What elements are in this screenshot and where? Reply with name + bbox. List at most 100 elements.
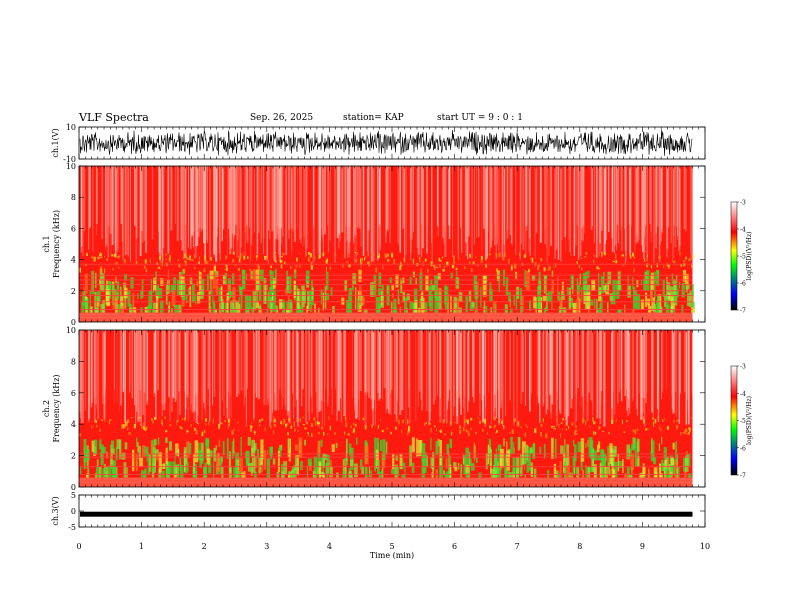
ch2-spectrogram-fringe (465, 429, 468, 433)
ch1-spectrogram-band (235, 300, 239, 313)
ch1-spectrogram-band (533, 296, 537, 309)
ch2-spectrogram-streak (645, 330, 647, 403)
ch1-spectrogram-band (598, 287, 602, 302)
ch2-spectrogram-fringe (511, 429, 514, 434)
ch2-spectrogram-streak (119, 330, 120, 412)
ch1-spectrogram-band (669, 297, 671, 313)
ch1-spectrogram-fringe (99, 253, 102, 257)
ch1-spectrogram-streak (327, 166, 329, 225)
ch2-spectrogram-streak (377, 330, 380, 393)
ch1-spectrogram-streak (448, 166, 451, 226)
ch2-spectrogram-streak (388, 330, 390, 414)
ch1-spectrogram-fringe (118, 266, 120, 269)
ch2-spectrogram-band (283, 461, 288, 475)
ch1-spectrogram-band (666, 276, 668, 300)
ch1-spectrogram-streak (580, 166, 583, 228)
ch1-spectrogram-fringe (243, 255, 246, 259)
ch2-spectrogram-streak (482, 330, 484, 423)
ch1-spectrogram-streak (604, 166, 605, 227)
ch1-spectrogram-band (165, 283, 168, 305)
ch1-spectrogram-streak (636, 166, 639, 243)
ch2-spectrogram-streak (104, 330, 106, 420)
ch1-spectrogram-band (370, 282, 374, 297)
ch2-spectrogram-band (631, 467, 633, 478)
ch1-spectrogram-band (521, 294, 524, 312)
ch2-spectrogram-streak (524, 330, 526, 406)
ch2-spectrogram-streak (472, 330, 475, 397)
ch2-spectrogram-band (587, 466, 591, 478)
ch1-spectrogram-band (153, 302, 157, 313)
ch2-spectrogram-streak (365, 330, 368, 395)
ch2-spectrogram-band (331, 444, 335, 453)
ch2-spectrogram-streak (498, 330, 501, 425)
ch2-spectrogram-streak (174, 330, 176, 403)
ch2-spectrogram-band (317, 440, 321, 455)
ch2-spectrogram-band (585, 443, 587, 448)
ch2-spectrogram-band (233, 467, 238, 478)
ch2-spectrogram-streak (287, 330, 290, 412)
ch2-spectrogram-streak (509, 330, 511, 401)
ch1-spectrogram-streak (276, 166, 278, 226)
ch2-spectrogram-fringe (632, 429, 635, 433)
ch1-spectrogram-band (258, 283, 262, 301)
ch2-spectrogram-streak (153, 330, 156, 394)
ch2-spectrogram-fringe (145, 426, 148, 429)
ch1-spectrogram-fringe (438, 257, 441, 260)
ch2-spectrogram-streak (567, 330, 570, 417)
ch1-spectrogram-band (551, 270, 554, 277)
ch1-spectrogram-fringe (294, 268, 297, 273)
ch2-spectrogram-band (345, 438, 348, 454)
ch1-spectrogram-streak (277, 166, 279, 234)
ch2-spectrogram-band (528, 450, 531, 471)
ch2-spectrogram-band (258, 457, 261, 474)
ch1-spectrogram-fringe (679, 251, 681, 256)
ch2-spectrogram-streak (638, 330, 640, 394)
ch1-spectrogram-fringe (518, 252, 521, 257)
ch1-spectrogram-band (594, 298, 596, 309)
ch2-spectrogram-band (446, 443, 449, 456)
ch2-spectrogram-band (572, 455, 576, 474)
ch1-spectrogram-band (424, 302, 428, 313)
ch2-spectrogram-band (304, 439, 307, 446)
ch2-spectrogram-band (676, 466, 680, 478)
ch2-spectrogram-band (553, 463, 557, 478)
ch1-spectrogram-streak (503, 166, 505, 245)
ch1-spectrogram-streak (274, 166, 275, 242)
ch2-spectrogram-band (124, 442, 128, 450)
ch1-spectrogram-fringe (615, 260, 618, 264)
ch2-spectrogram-streak (168, 330, 170, 398)
ch2-spectrogram-band (597, 455, 601, 461)
ch1-spectrogram-band (378, 304, 381, 313)
ch2-spectrogram-streak (457, 330, 460, 398)
ch2-spectrogram-streak (335, 330, 336, 389)
ch2-spectrogram-band (126, 467, 128, 478)
ch2-spectrogram-band (86, 468, 89, 478)
ch2-spectrogram-streak (542, 330, 545, 404)
ch1-spectrogram-band (602, 285, 607, 293)
ch2-spectrogram-streak (209, 330, 211, 422)
ch2-spectrogram-fringe (364, 417, 366, 419)
ch1-spectrogram-band (199, 289, 204, 300)
ch1-spectrogram-streak (299, 166, 300, 240)
ch2-spectrogram-streak (684, 330, 686, 392)
ch2-spectrogram-streak (168, 330, 171, 422)
ch2-spectrogram-streak (448, 330, 449, 398)
ch1-spectrogram-streak (568, 166, 571, 253)
ch2-spectrogram-fringe (526, 426, 528, 429)
ch2-spectrogram-streak (428, 330, 430, 413)
ch1-spectrogram-streak (244, 166, 246, 260)
ch1-spectrogram-fringe (382, 265, 384, 270)
ch1-spectrogram-streak (583, 166, 585, 233)
ch1-spectrogram-streak (661, 166, 662, 242)
ch2-spectrogram-streak (551, 330, 554, 405)
ch2-spectrogram-band (487, 444, 490, 465)
ch1-spectrogram-streak (683, 166, 686, 229)
ch2-spectrogram-streak (545, 330, 548, 415)
ch2-spectrogram-streak (691, 330, 693, 395)
ch2-spectrogram-band (574, 444, 577, 461)
ch1-spectrogram-fringe (480, 260, 483, 263)
ch2-spectrogram-fringe (197, 422, 199, 425)
ch2-spectrogram-streak (513, 330, 515, 426)
ch1-spectrogram-streak (421, 166, 425, 249)
ch2-spectrogram-fringe (459, 429, 461, 434)
